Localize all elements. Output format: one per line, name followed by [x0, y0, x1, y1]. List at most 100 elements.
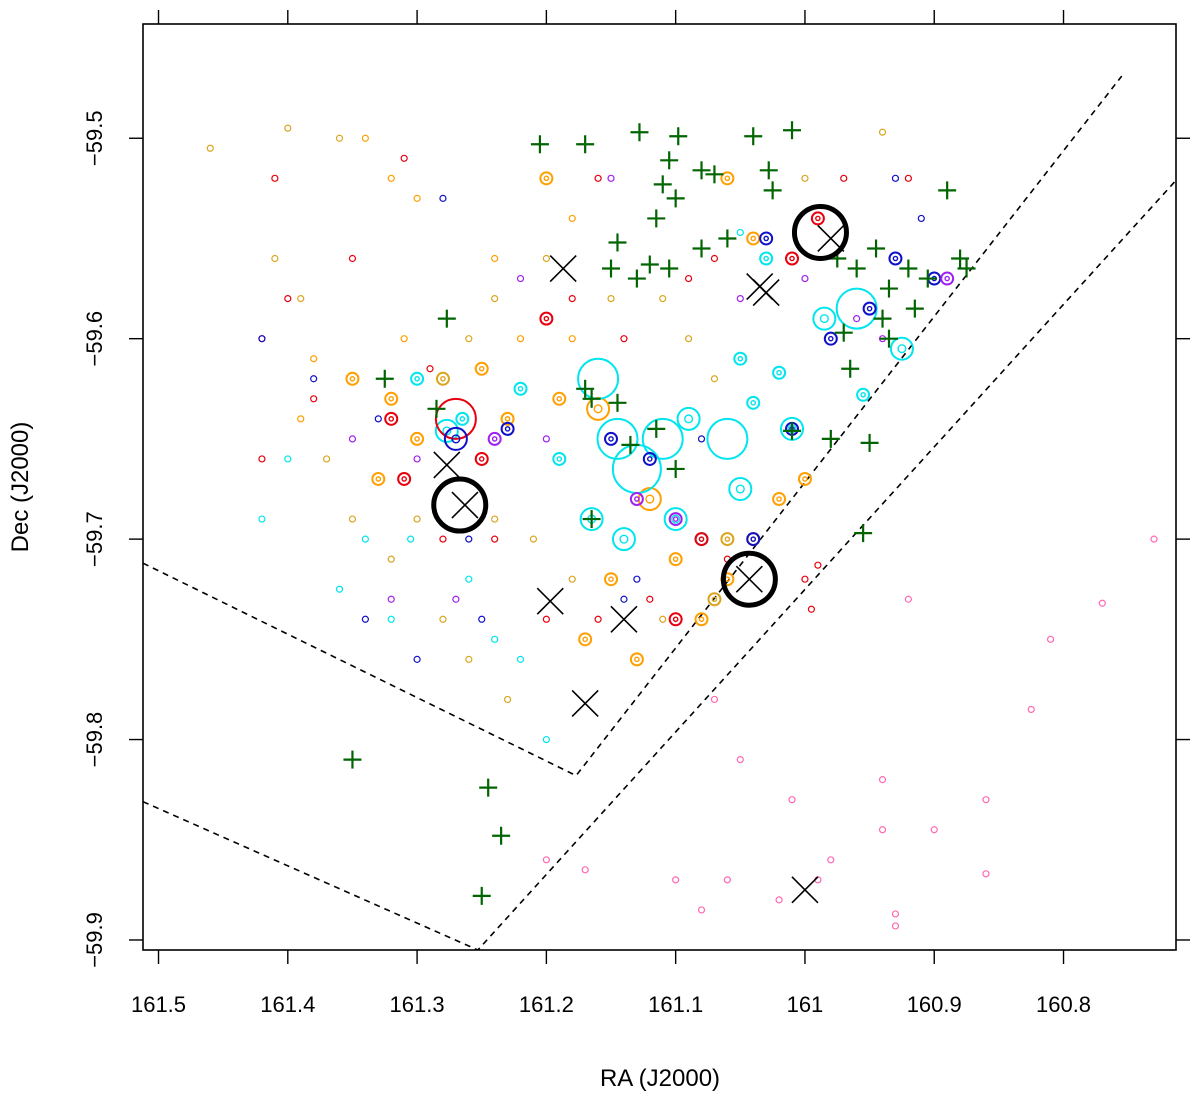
red-circles-point-core [789, 255, 795, 262]
orange-circles-point-core [375, 476, 382, 482]
green-plus-point [957, 259, 976, 278]
cyan-circles-point [889, 336, 914, 361]
cyan-circles-point [284, 455, 292, 463]
x-tick-label: 161 [787, 992, 824, 1017]
orange-circles-point [491, 254, 499, 263]
large-black-circle-point [431, 476, 489, 534]
orange-circles-point-core [478, 365, 485, 372]
cyan-circles-point [835, 287, 878, 330]
green-plus-point [705, 165, 724, 184]
blue-circles-point-core [763, 235, 769, 242]
cyan-circles-point [736, 228, 744, 237]
orange-circles-point-core [593, 404, 603, 414]
orange-circles-point-core [414, 436, 420, 442]
orange-circles-point [797, 471, 812, 486]
cyan-circles-point [596, 417, 639, 460]
orange-circles-point-core [582, 636, 588, 643]
cyan-circles-point [663, 507, 688, 532]
purple-circles-point-core [944, 275, 950, 282]
cyan-circles-point [856, 387, 871, 402]
goldenrod-circles-point [710, 375, 719, 383]
pink-circles-point [982, 870, 990, 878]
orange-circles-point [586, 396, 611, 421]
blue-circles-point [620, 595, 628, 603]
purple-circles-point [607, 174, 615, 182]
red-circles-point [439, 535, 447, 543]
blue-circles-point [862, 301, 877, 316]
goldenrod-circles-point-core [711, 596, 718, 603]
cyan-circles-point-core [819, 314, 829, 324]
orange-circles-point-core [802, 476, 808, 482]
black-cross-point [433, 451, 461, 479]
pink-circles-point [542, 856, 550, 864]
goldenrod-circles-point [206, 144, 214, 152]
goldenrod-circles-point [465, 655, 473, 663]
cyan-circles-point-core [776, 369, 782, 376]
red-circles-point-core [698, 536, 705, 542]
black-cross-point [735, 565, 763, 593]
cyan-circles-point [579, 507, 604, 532]
green-plus-point [783, 121, 802, 140]
field-boundaries [143, 75, 1176, 950]
goldenrod-circles-point [503, 695, 512, 704]
x-tick-label: 161.3 [390, 992, 445, 1017]
orange-circles-point-core [698, 616, 705, 623]
blue-circles-point-core [647, 456, 653, 462]
purple-circles-point [348, 435, 357, 443]
x-tick-label: 160.9 [907, 992, 962, 1017]
red-circles-point [258, 455, 266, 463]
cyan-circles-point [491, 635, 499, 643]
cyan-circles-point-core [763, 255, 769, 262]
cyan-circles-point [728, 477, 753, 502]
red-circles-point [801, 575, 809, 583]
pink-circles-point [788, 796, 796, 804]
blue-circles-point-core [866, 305, 873, 312]
orange-circles-point [516, 335, 525, 343]
green-plus-point [653, 175, 672, 194]
green-plus-point [576, 379, 595, 398]
goldenrod-circles-point [801, 174, 809, 182]
red-circles-point-core [388, 416, 395, 422]
pink-circles-point [736, 755, 744, 764]
blue-circles-point [759, 231, 774, 246]
orange-circles-point [552, 391, 567, 406]
y-tick-label: −59.9 [82, 912, 107, 968]
green-plus-point [951, 249, 970, 268]
orange-circles-point [629, 652, 644, 667]
red-circles-point [710, 254, 719, 263]
green-plus-point [744, 127, 763, 146]
black-cross-point [536, 587, 564, 615]
cyan-circles-point-core [671, 514, 681, 524]
green-plus-point [938, 181, 957, 200]
red-circles-point-core [672, 616, 679, 623]
goldenrod-circles-point [465, 335, 473, 343]
orange-circles-point [345, 371, 360, 386]
x-tick-label: 160.8 [1036, 992, 1091, 1017]
green-plus-point [783, 421, 802, 440]
orange-circles-point [297, 415, 305, 423]
green-plus-point [763, 181, 782, 200]
green-plus-point [582, 510, 601, 529]
goldenrod-circles-point [387, 555, 395, 563]
cyan-circles-point [641, 417, 684, 460]
cyan-circles-point [611, 527, 636, 552]
blue-circles-point [258, 335, 266, 343]
cyan-circles-point-core [737, 355, 744, 362]
goldenrod-circles-point [491, 515, 499, 523]
green-plus-point [759, 161, 778, 180]
cyan-circles-point-core [442, 426, 452, 436]
green-plus-point [479, 778, 498, 797]
red-circles-point [284, 294, 292, 303]
red-circles-point [568, 294, 576, 303]
blue-circles-point-core [750, 536, 757, 542]
blue-circles-point-core [828, 335, 834, 342]
y-axis-title: Dec (J2000) [7, 422, 34, 553]
orange-circles-point-core [634, 656, 640, 663]
cyan-circles-point [759, 251, 774, 266]
pink-circles-point [697, 906, 706, 914]
cyan-circles-point-core [684, 414, 694, 424]
purple-circles-point [452, 595, 460, 603]
cyan-circles-point [455, 411, 470, 426]
red-circles-point [348, 254, 357, 263]
orange-circles-point [361, 134, 369, 142]
